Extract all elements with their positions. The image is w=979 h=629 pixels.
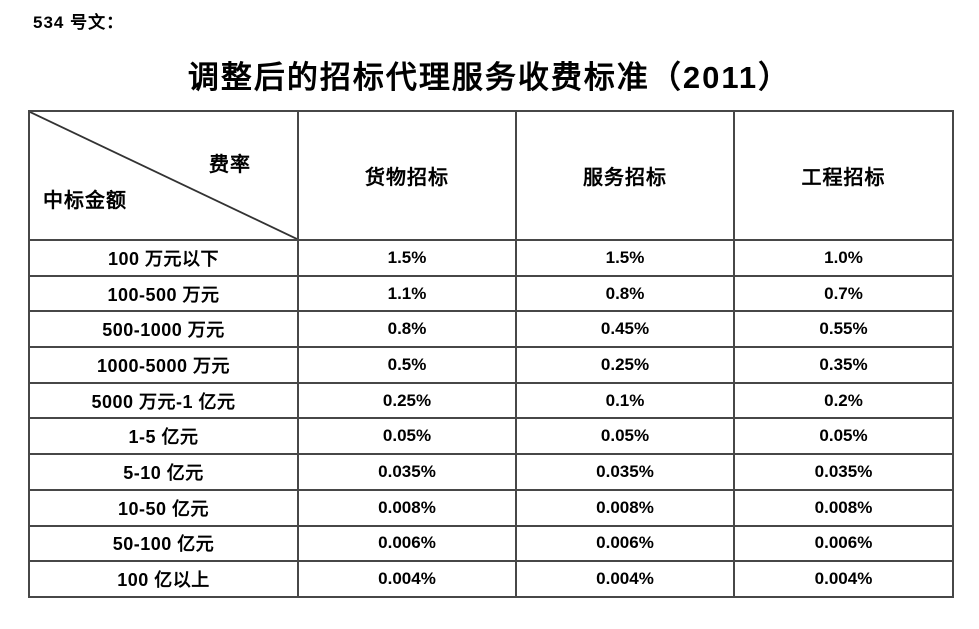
fee-rate-cell: 0.004% bbox=[515, 560, 735, 598]
fee-rate-cell: 0.006% bbox=[515, 524, 735, 563]
column-header-engineering-bidding: 工程招标 bbox=[733, 110, 954, 241]
fee-rate-cell: 0.008% bbox=[515, 488, 735, 527]
table-row: 100-500 万元 1.1% 0.8% 0.7% bbox=[28, 274, 954, 313]
fee-rate-table: 费率 中标金额 货物招标 服务招标 工程招标 100 万元以下 1.5% 1.5% 1… bbox=[28, 110, 954, 598]
document-number: 534 号文： bbox=[33, 13, 125, 32]
fee-rate-cell: 0.05% bbox=[297, 417, 517, 456]
fee-rate-cell: 0.8% bbox=[515, 274, 735, 313]
corner-label-rate: 费率 bbox=[209, 154, 251, 176]
fee-rate-cell: 0.05% bbox=[515, 417, 735, 456]
corner-header-cell: 费率 中标金额 bbox=[28, 110, 299, 241]
table-row: 100 万元以下 1.5% 1.5% 1.0% bbox=[28, 239, 954, 277]
fee-rate-cell: 0.2% bbox=[733, 381, 954, 420]
bid-amount-range-cell: 500-1000 万元 bbox=[28, 310, 299, 349]
fee-rate-cell: 0.35% bbox=[733, 346, 954, 384]
table-row: 1-5 亿元 0.05% 0.05% 0.05% bbox=[28, 417, 954, 456]
fee-rate-cell: 0.55% bbox=[733, 310, 954, 349]
bid-amount-range-cell: 1-5 亿元 bbox=[28, 417, 299, 456]
bid-amount-range-cell: 100 亿以上 bbox=[28, 560, 299, 598]
bid-amount-range-cell: 1000-5000 万元 bbox=[28, 346, 299, 384]
diagonal-divider-line bbox=[30, 112, 297, 239]
bid-amount-range-cell: 5000 万元-1 亿元 bbox=[28, 381, 299, 420]
bid-amount-range-cell: 10-50 亿元 bbox=[28, 488, 299, 527]
fee-rate-cell: 0.25% bbox=[297, 381, 517, 420]
table-row: 50-100 亿元 0.006% 0.006% 0.006% bbox=[28, 524, 954, 563]
fee-rate-cell: 0.5% bbox=[297, 346, 517, 384]
fee-rate-cell: 0.035% bbox=[515, 453, 735, 491]
table-row: 1000-5000 万元 0.5% 0.25% 0.35% bbox=[28, 346, 954, 384]
corner-label-bid-amount: 中标金额 bbox=[43, 190, 127, 212]
bid-amount-range-cell: 5-10 亿元 bbox=[28, 453, 299, 491]
table-row: 500-1000 万元 0.8% 0.45% 0.55% bbox=[28, 310, 954, 349]
fee-rate-cell: 0.7% bbox=[733, 274, 954, 313]
fee-rate-cell: 1.1% bbox=[297, 274, 517, 313]
column-header-service-bidding: 服务招标 bbox=[515, 110, 735, 241]
fee-rate-cell: 1.0% bbox=[733, 239, 954, 277]
fee-rate-cell: 0.006% bbox=[733, 524, 954, 563]
bid-amount-range-cell: 50-100 亿元 bbox=[28, 524, 299, 563]
fee-rate-cell: 0.25% bbox=[515, 346, 735, 384]
fee-rate-cell: 0.004% bbox=[297, 560, 517, 598]
fee-rate-cell: 1.5% bbox=[297, 239, 517, 277]
fee-rate-cell: 0.008% bbox=[733, 488, 954, 527]
fee-table-body: 100 万元以下 1.5% 1.5% 1.0% 100-500 万元 1.1% 0.8% 0.… bbox=[28, 239, 954, 598]
fee-rate-cell: 0.05% bbox=[733, 417, 954, 456]
fee-rate-cell: 0.1% bbox=[515, 381, 735, 420]
bid-amount-range-cell: 100-500 万元 bbox=[28, 274, 299, 313]
fee-rate-cell: 0.006% bbox=[297, 524, 517, 563]
table-row: 100 亿以上 0.004% 0.004% 0.004% bbox=[28, 560, 954, 598]
column-header-goods-bidding: 货物招标 bbox=[297, 110, 517, 241]
table-row: 5-10 亿元 0.035% 0.035% 0.035% bbox=[28, 453, 954, 491]
fee-rate-cell: 0.45% bbox=[515, 310, 735, 349]
table-header-row: 费率 中标金额 货物招标 服务招标 工程招标 bbox=[28, 110, 954, 241]
table-row: 5000 万元-1 亿元 0.25% 0.1% 0.2% bbox=[28, 381, 954, 420]
fee-rate-cell: 0.8% bbox=[297, 310, 517, 349]
fee-rate-cell: 0.008% bbox=[297, 488, 517, 527]
page-title: 调整后的招标代理服务收费标准（2011） bbox=[187, 60, 792, 95]
fee-rate-cell: 0.035% bbox=[297, 453, 517, 491]
fee-rate-cell: 0.035% bbox=[733, 453, 954, 491]
fee-rate-cell: 0.004% bbox=[733, 560, 954, 598]
fee-rate-cell: 1.5% bbox=[515, 239, 735, 277]
table-row: 10-50 亿元 0.008% 0.008% 0.008% bbox=[28, 488, 954, 527]
bid-amount-range-cell: 100 万元以下 bbox=[28, 239, 299, 277]
